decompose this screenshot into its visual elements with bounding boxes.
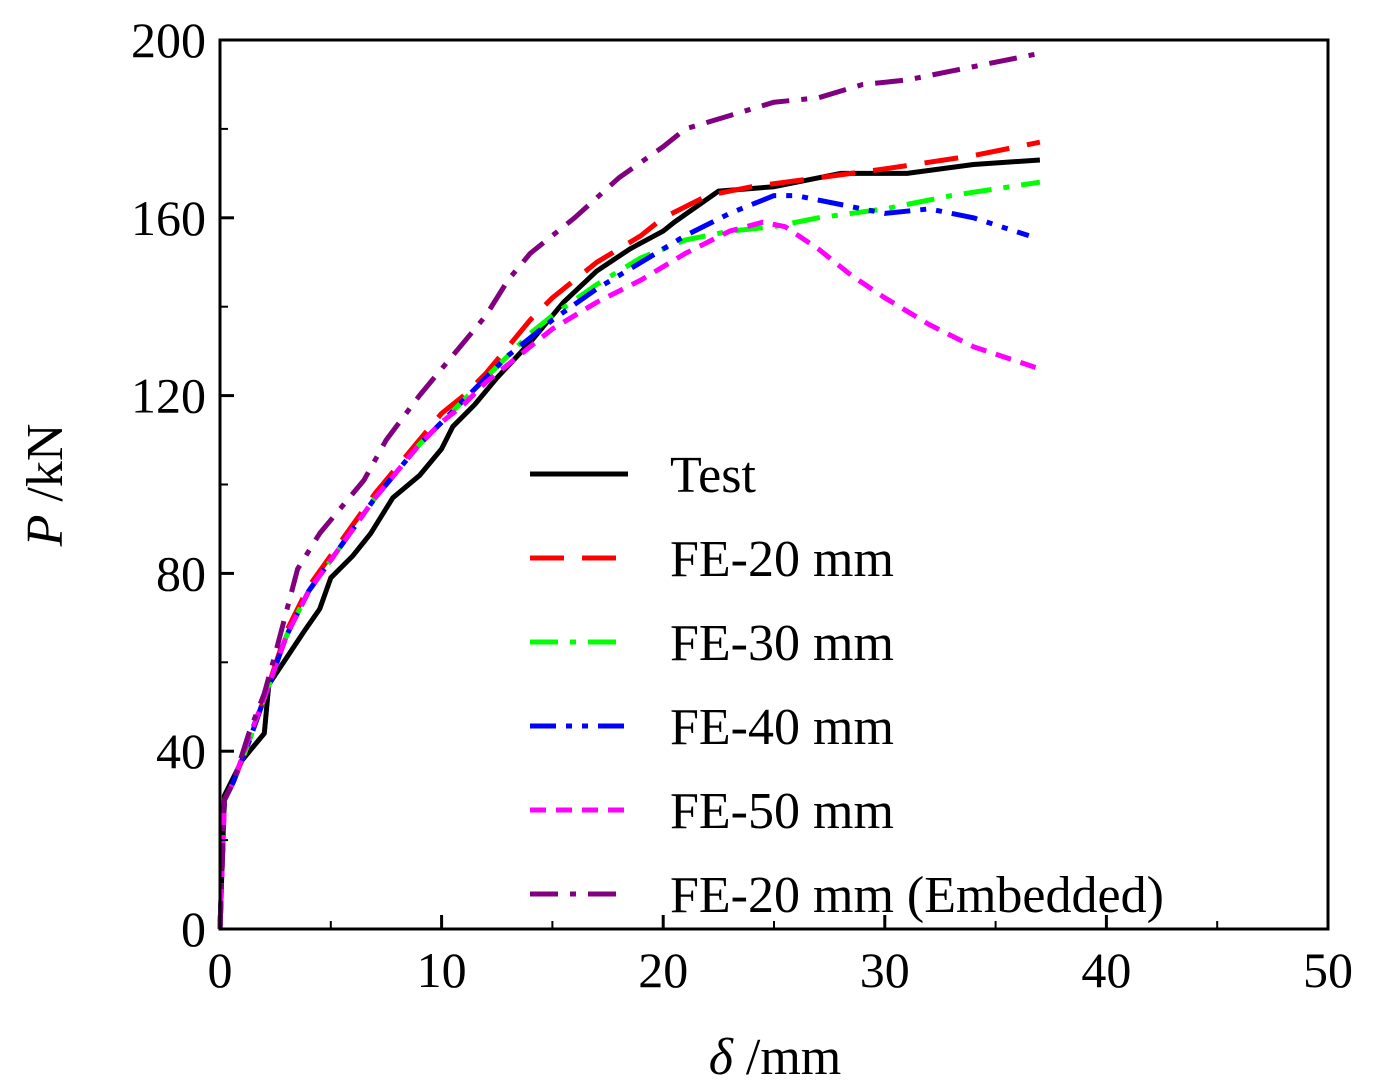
y-tick-label: 120 bbox=[131, 368, 206, 424]
y-tick-label: 40 bbox=[156, 723, 206, 779]
legend-label-fe-30-mm: FE-30 mm bbox=[670, 615, 894, 672]
x-tick-label: 10 bbox=[417, 942, 467, 998]
series-layer bbox=[217, 50, 1041, 930]
legend-label-fe-20-mm-embedded: FE-20 mm (Embedded) bbox=[670, 867, 1164, 924]
legend-label-fe-20-mm: FE-20 mm bbox=[670, 531, 894, 588]
y-tick-label: 0 bbox=[181, 901, 206, 957]
series-line-fe-40-mm bbox=[217, 193, 1030, 930]
y-axis-label: P /kN bbox=[17, 424, 74, 548]
x-tick-label: 30 bbox=[860, 942, 910, 998]
y-tick-label: 80 bbox=[156, 545, 206, 601]
x-tick-labels: 0 10 20 30 40 50 bbox=[208, 942, 1354, 998]
y-tick-label: 200 bbox=[131, 12, 206, 68]
x-tick-label: 50 bbox=[1303, 942, 1353, 998]
y-axis-symbol: P bbox=[17, 515, 74, 548]
x-tick-label: 20 bbox=[638, 942, 688, 998]
legend-label-fe-40-mm: FE-40 mm bbox=[670, 699, 894, 756]
ticks-layer bbox=[218, 38, 1330, 931]
y-tick-labels: 0 40 80 120 160 200 bbox=[131, 12, 206, 957]
legend-label-test: Test bbox=[670, 447, 756, 504]
x-tick-label: 0 bbox=[208, 942, 233, 998]
y-tick-label: 160 bbox=[131, 190, 206, 246]
legend: Test FE-20 mm FE-30 mm FE-40 mm FE-50 mm FE-2… bbox=[530, 447, 1164, 924]
x-axis-label: δ /mm bbox=[709, 1029, 842, 1086]
series-line-fe-50-mm bbox=[217, 219, 1041, 930]
y-axis-unit: /kN bbox=[17, 424, 74, 515]
x-axis-unit: /mm bbox=[733, 1029, 841, 1086]
x-axis-symbol: δ bbox=[709, 1029, 734, 1086]
series-line-fe-20-mm-embedded bbox=[217, 50, 1041, 930]
legend-label-fe-50-mm: FE-50 mm bbox=[670, 783, 894, 840]
x-tick-label: 40 bbox=[1081, 942, 1131, 998]
